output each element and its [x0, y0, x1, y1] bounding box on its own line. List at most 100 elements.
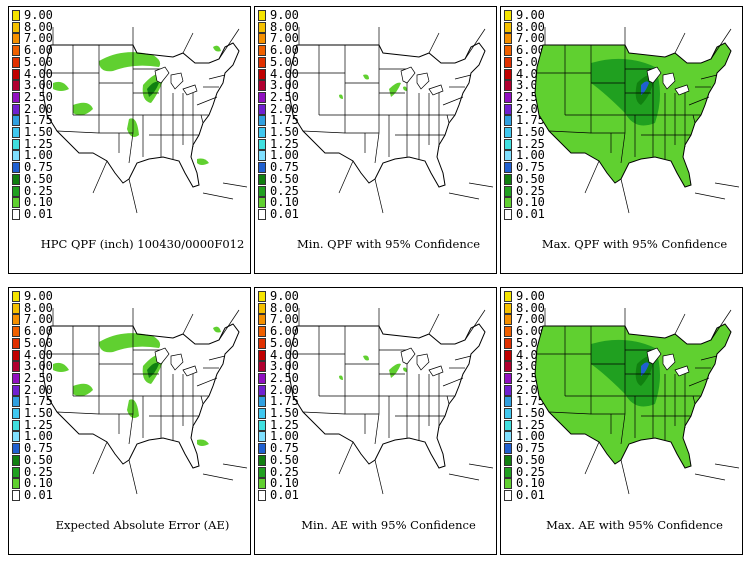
legend-label: 8.00	[270, 300, 299, 315]
neighbor-boundary	[92, 441, 108, 475]
legend-swatch	[258, 115, 266, 127]
panel-caption: HPC QPF (inch) 100430/0000F012	[40, 237, 245, 251]
neighbor-boundary	[694, 473, 726, 481]
legend-label: 1.75	[24, 113, 53, 128]
country-outline	[42, 42, 240, 188]
legend-swatch	[12, 489, 20, 501]
country-outline	[534, 42, 732, 188]
legend-label: 1.50	[270, 406, 299, 420]
us-map	[288, 27, 494, 214]
legend-label: 6.00	[270, 324, 299, 339]
legend-swatch	[258, 454, 266, 466]
state-boundary	[56, 411, 100, 415]
legend-label: 1.50	[516, 406, 545, 420]
legend-label: 0.25	[516, 464, 545, 479]
legend-label: 9.00	[24, 8, 53, 22]
panel-caption: Max. QPF with 95% Confidence	[541, 237, 728, 251]
legend-label: 1.25	[24, 136, 53, 151]
state-boundary	[302, 130, 346, 134]
neighbor-boundary	[674, 313, 686, 335]
legend-label: 1.50	[270, 125, 299, 139]
precip-area	[363, 355, 369, 361]
legend-swatch	[504, 91, 512, 103]
precip-area	[99, 333, 161, 353]
legend-label: 0.10	[516, 476, 545, 491]
neighbor-boundary	[464, 309, 486, 341]
legend-label: 2.50	[24, 89, 53, 104]
state-boundary	[196, 377, 218, 387]
precip-area	[363, 74, 369, 80]
legend-swatch	[12, 185, 20, 197]
legend-label: 7.00	[24, 312, 53, 327]
state-boundary	[200, 114, 204, 124]
neighbor-boundary	[714, 463, 740, 469]
legend-label: 4.00	[270, 66, 299, 81]
legend-label: 1.75	[270, 394, 299, 409]
legend-label: 0.01	[516, 487, 545, 502]
neighbor-boundary	[374, 178, 384, 214]
legend-swatch	[504, 197, 512, 209]
legend-swatch	[258, 314, 266, 326]
panel-caption: Min. QPF with 95% Confidence	[296, 237, 480, 251]
state-boundary	[688, 96, 710, 106]
state-boundary	[692, 114, 696, 124]
legend-label: 0.25	[270, 464, 299, 479]
legend-swatch	[504, 489, 512, 501]
legend-label: 1.25	[516, 417, 545, 432]
legend-swatch	[12, 466, 20, 478]
legend-label: 1.75	[516, 394, 545, 409]
state-boundary	[344, 83, 379, 134]
legend-swatch	[504, 127, 512, 138]
state-boundary	[442, 96, 464, 106]
legend-swatch	[12, 419, 20, 431]
neighbor-boundary	[202, 473, 234, 481]
legend-swatch	[504, 372, 512, 384]
panel-min-ae: 9.00 8.00 7.00 6.00 5.00 4.00 3.00 2.50 2.00 1.75…	[254, 287, 497, 555]
legend-swatch	[504, 10, 512, 21]
legend-swatch	[258, 138, 266, 150]
neighbor-boundary	[710, 28, 732, 60]
legend-label: 1.25	[270, 417, 299, 432]
state-boundary	[454, 74, 472, 80]
legend-swatch	[258, 150, 266, 162]
legend-swatch	[258, 372, 266, 384]
precip-area	[53, 81, 69, 91]
neighbor-boundary	[218, 309, 240, 341]
us-map	[42, 308, 248, 495]
neighbor-boundary	[222, 463, 248, 469]
legend-label: 0.01	[516, 206, 545, 221]
legend-label: 0.10	[270, 195, 299, 210]
legend-label: 8.00	[516, 300, 545, 315]
precip-area	[73, 383, 93, 397]
legend-label: 6.00	[270, 43, 299, 58]
legend-label: 0.01	[270, 206, 299, 221]
state-boundary	[446, 395, 450, 405]
legend-label: 9.00	[24, 289, 53, 303]
neighbor-boundary	[222, 182, 248, 188]
legend-swatch	[12, 127, 20, 138]
precip-area	[339, 94, 343, 99]
state-boundary	[548, 411, 592, 415]
legend-label: 1.00	[270, 148, 299, 163]
legend-label: 3.00	[270, 78, 299, 93]
panel-caption: Max. AE with 95% Confidence	[546, 518, 723, 532]
legend-swatch	[258, 478, 266, 490]
legend-label: 0.10	[270, 476, 299, 491]
legend-swatch	[504, 454, 512, 466]
legend-label: 0.10	[24, 476, 53, 491]
legend-swatch	[12, 138, 20, 150]
legend-swatch	[258, 384, 266, 396]
legend-label: 9.00	[270, 8, 299, 22]
neighbor-boundary	[468, 463, 494, 469]
legend-label: 1.50	[24, 125, 53, 139]
legend-swatch	[504, 185, 512, 197]
legend-label: 6.00	[24, 324, 53, 339]
legend-label: 0.75	[516, 160, 545, 175]
precip-area	[197, 158, 209, 165]
legend-label: 1.00	[270, 429, 299, 444]
neighbor-boundary	[584, 160, 600, 194]
legend-swatch	[258, 326, 266, 338]
legend-swatch	[258, 361, 266, 373]
state-boundary	[208, 355, 226, 361]
legend-label: 8.00	[516, 19, 545, 34]
